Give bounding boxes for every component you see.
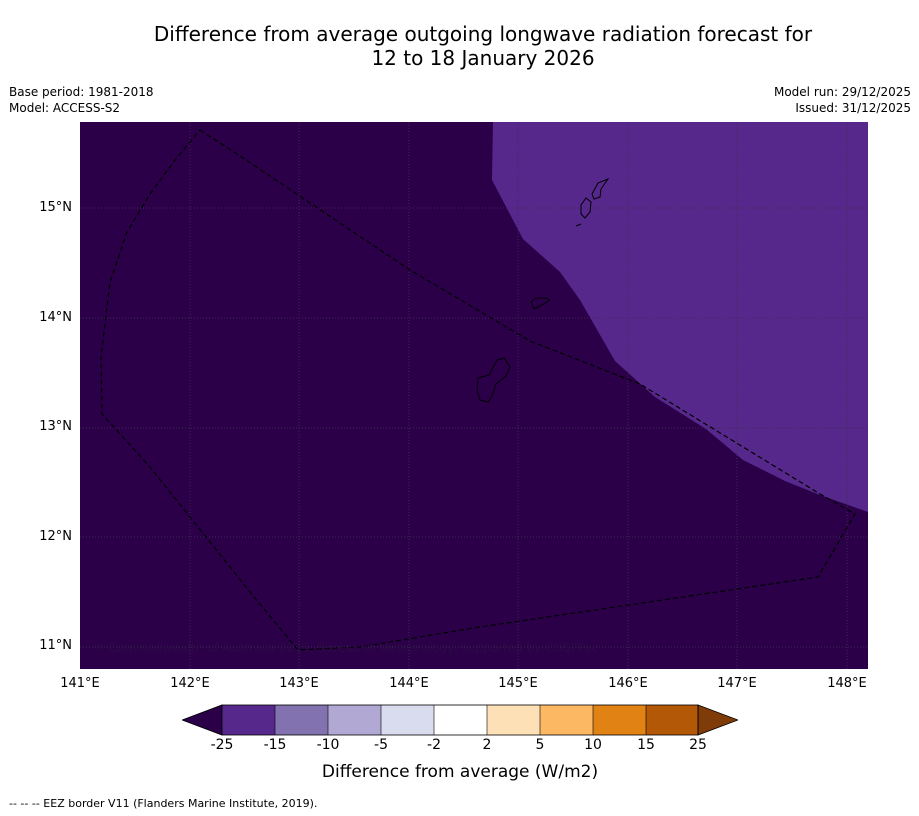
- issued-date: Issued: 31/12/2025: [795, 101, 911, 115]
- lon-label-144: 144°E: [389, 676, 429, 691]
- base-period: Base period: 1981-2018: [9, 85, 154, 99]
- colorbar-tick: -15: [263, 737, 287, 753]
- colorbar-max-arrow: [697, 704, 740, 736]
- colorbar-tick: 5: [535, 737, 545, 753]
- colorbar-tick: -25: [210, 737, 234, 753]
- aguijan-island: [575, 223, 582, 227]
- lon-label-146: 146°E: [608, 676, 648, 691]
- colorbar-tick: 10: [584, 737, 602, 753]
- lon-label-145: 145°E: [498, 676, 538, 691]
- colorbar-dividers: [274, 705, 647, 735]
- tinian-island: [580, 197, 592, 219]
- lon-label-141: 141°E: [60, 676, 100, 691]
- title-line-2: 12 to 18 January 2026: [371, 46, 595, 70]
- lon-label-142: 142°E: [170, 676, 210, 691]
- map-svg: [80, 122, 868, 669]
- lat-label-13: 13°N: [39, 419, 72, 434]
- colorbar-tick: 2: [482, 737, 492, 753]
- anomaly-region-moderate: [492, 122, 868, 512]
- eez-border: [100, 129, 856, 651]
- colorbar-bin-3: [328, 705, 381, 735]
- lon-label-148: 148°E: [827, 676, 867, 691]
- lat-label-12: 12°N: [39, 529, 72, 544]
- graticule: [80, 122, 868, 669]
- copyright-notice: © Commonwealth of Australia 2025, Bureau…: [93, 641, 599, 655]
- rota-island: [530, 297, 552, 310]
- lon-label-147: 147°E: [717, 676, 757, 691]
- meta-right: Model run: 29/12/2025 Issued: 31/12/2025: [774, 84, 911, 116]
- model-name: Model: ACCESS-S2: [9, 101, 121, 115]
- eez-footnote: -- -- -- EEZ border V11 (Flanders Marine…: [9, 797, 318, 810]
- colorbar-label: Difference from average (W/m2): [321, 762, 599, 782]
- colorbar-svg: [180, 704, 740, 736]
- colorbar: [180, 704, 740, 736]
- title-line-1: Difference from average outgoing longwav…: [153, 22, 813, 46]
- colorbar-bin-8: [593, 705, 646, 735]
- colorbar-bin-2: [275, 705, 328, 735]
- lon-label-143: 143°E: [279, 676, 319, 691]
- lat-label-11: 11°N: [39, 638, 72, 653]
- saipan-island: [591, 177, 610, 200]
- lat-label-14: 14°N: [39, 310, 72, 325]
- guam-island: [476, 357, 511, 403]
- colorbar-tick: 25: [689, 737, 707, 753]
- meta-left: Base period: 1981-2018 Model: ACCESS-S2: [9, 84, 154, 116]
- map-area: [80, 122, 868, 669]
- chart-title: Difference from average outgoing longwav…: [0, 22, 919, 70]
- colorbar-bin-7: [540, 705, 593, 735]
- colorbar-tick: -5: [374, 737, 388, 753]
- lat-label-15: 15°N: [39, 200, 72, 215]
- colorbar-tick: -2: [427, 737, 441, 753]
- model-run: Model run: 29/12/2025: [773, 85, 911, 99]
- colorbar-tick: -10: [316, 737, 340, 753]
- colorbar-min-arrow: [180, 704, 223, 736]
- colorbar-bin-9: [646, 705, 699, 735]
- colorbar-outline: [221, 704, 699, 736]
- colorbar-bin-6: [487, 705, 540, 735]
- colorbar-bin-1: [222, 705, 275, 735]
- colorbar-tick: 15: [637, 737, 655, 753]
- colorbar-bin-4: [381, 705, 434, 735]
- colorbar-bin-5: [434, 705, 487, 735]
